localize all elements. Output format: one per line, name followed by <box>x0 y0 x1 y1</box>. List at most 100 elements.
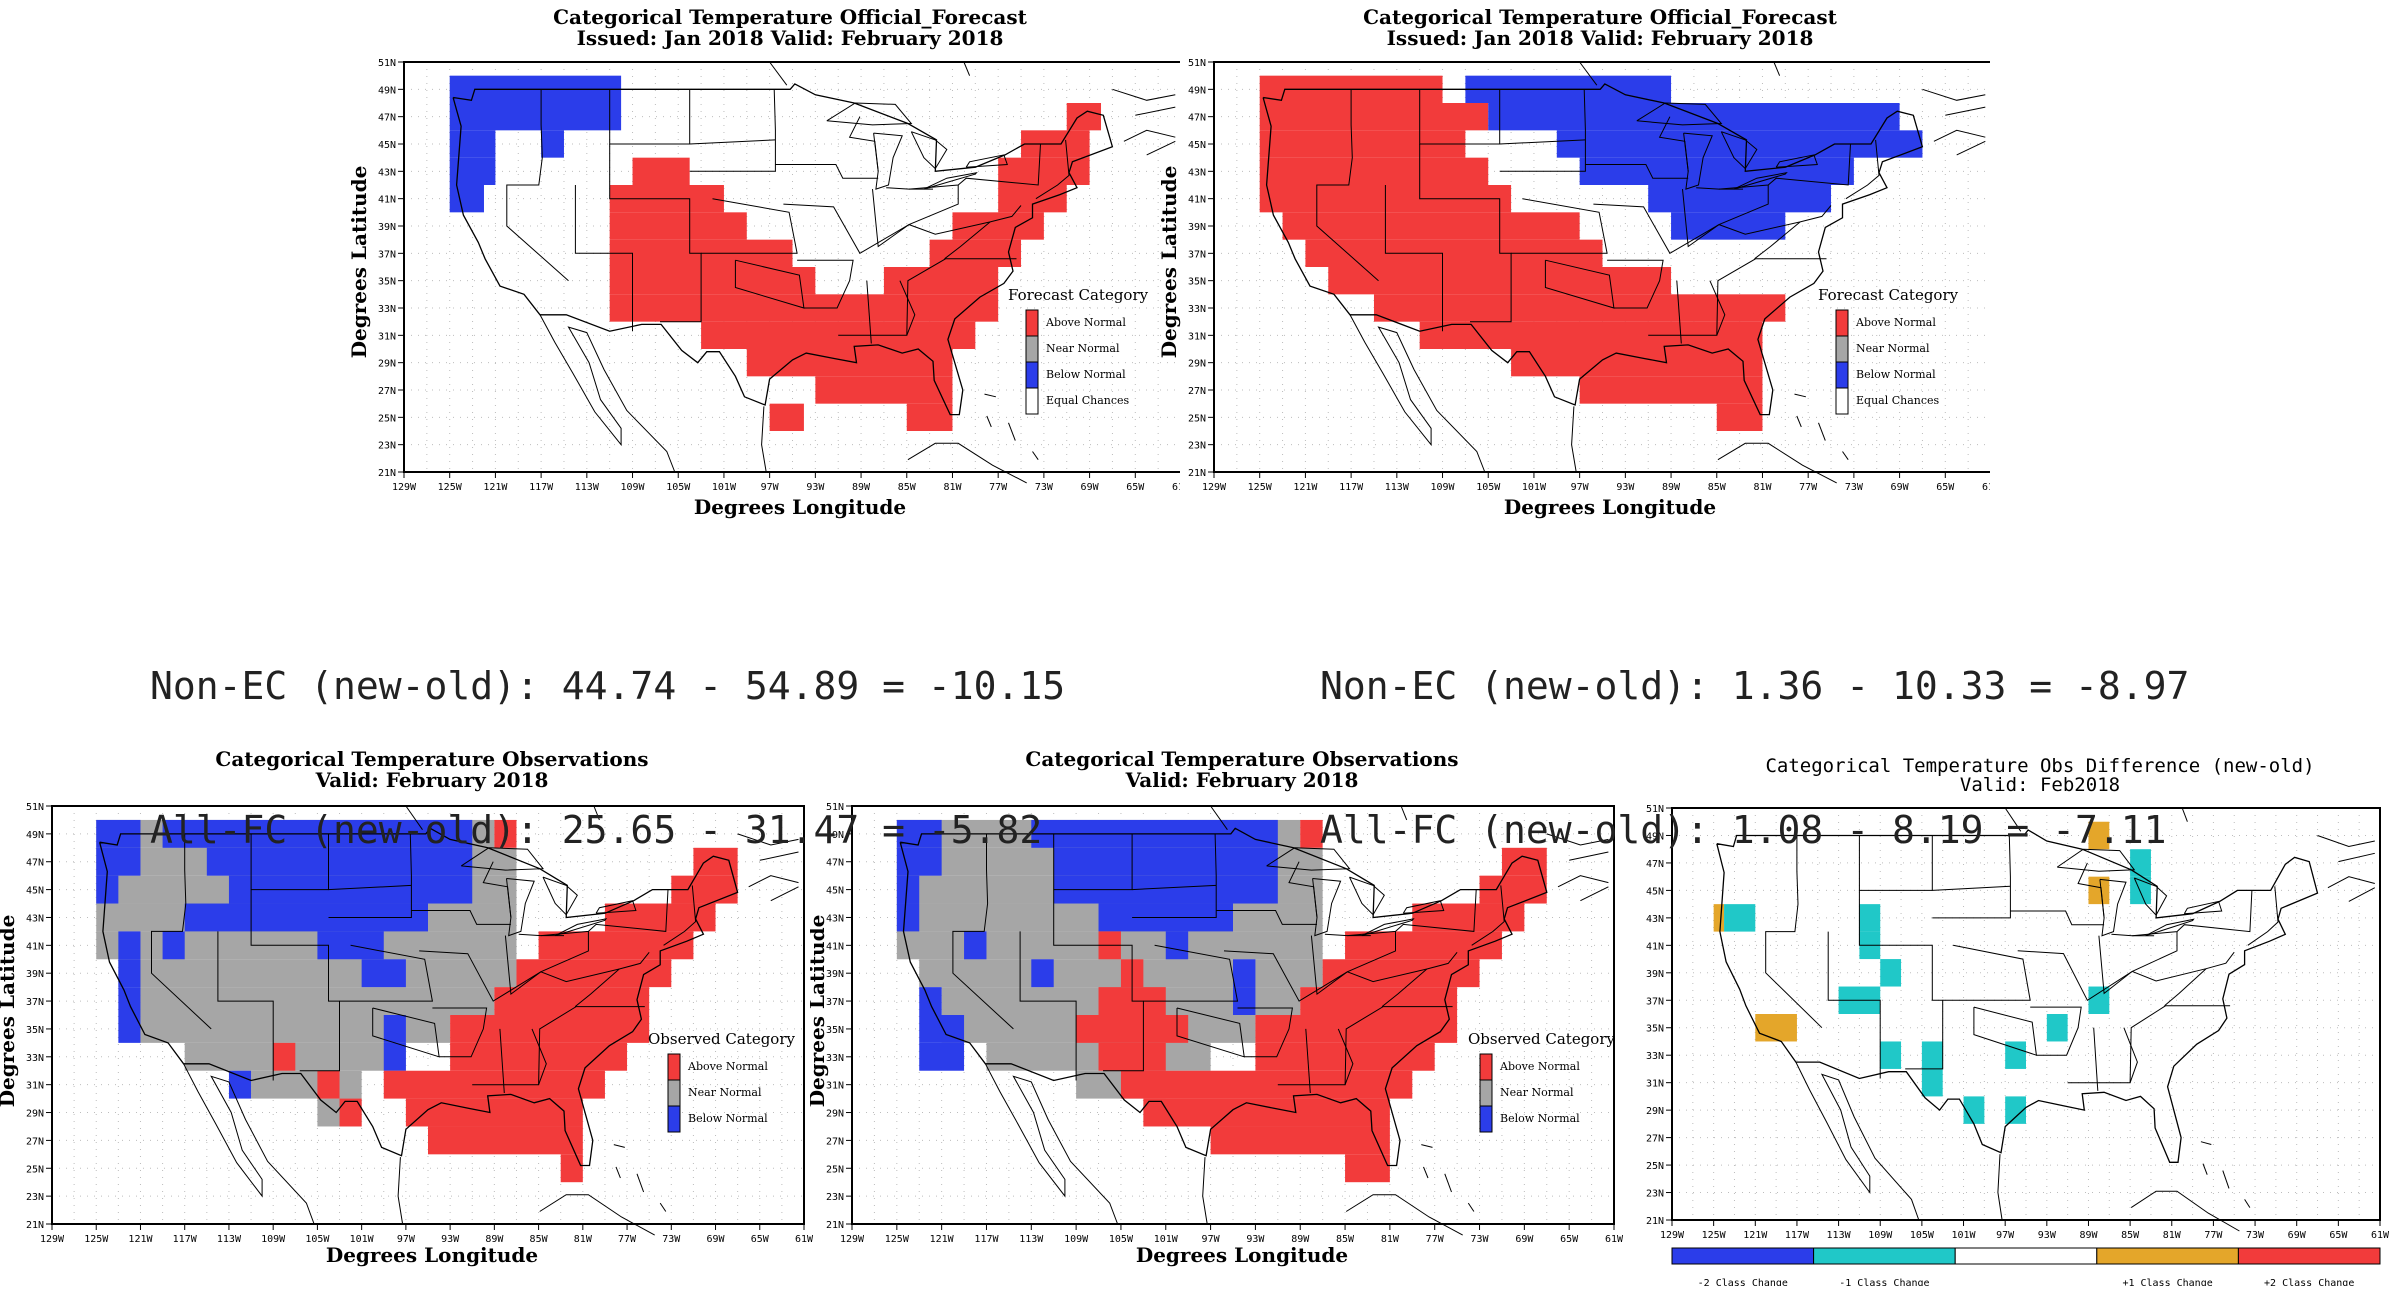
cell-above <box>929 239 1022 267</box>
x-tick-label: 69W <box>1891 482 1910 493</box>
basemap <box>1262 61 1986 484</box>
state-boundary <box>1176 1007 1245 1058</box>
great-lake <box>1733 171 1788 190</box>
legend-label: Below Normal <box>1046 368 1126 381</box>
cell-below <box>1671 212 1786 240</box>
state-boundary <box>1132 833 1217 918</box>
y-tick-label: 29N <box>1646 1106 1664 1117</box>
cell-below <box>1579 157 1854 185</box>
state-boundary <box>899 280 916 336</box>
cell-above <box>1210 1126 1390 1155</box>
island <box>2202 1163 2208 1175</box>
mexico-coast <box>1349 314 1486 473</box>
legend-swatch-equal <box>1025 387 1039 415</box>
state-boundary <box>1053 889 1144 1072</box>
cell-minus1 <box>1921 1068 1943 1097</box>
island <box>1008 422 1016 441</box>
basemap <box>1716 807 2376 1232</box>
x-tick-label: 121W <box>1743 1230 1768 1241</box>
x-tick-label: 89W <box>1662 482 1681 493</box>
state-boundary <box>2017 931 2178 1002</box>
state-boundary <box>1709 280 1726 336</box>
state-boundary <box>328 884 412 891</box>
coastline <box>2327 876 2375 889</box>
y-tick-label: 45N <box>1188 140 1206 151</box>
x-tick-label: 93W <box>441 1234 460 1245</box>
y-tick-label: 35N <box>378 277 396 288</box>
x-tick-label: 61W <box>2371 1230 2390 1241</box>
coastline <box>963 61 971 76</box>
state-boundary <box>2093 1027 2099 1091</box>
legend-label: Above Normal <box>1045 316 1126 329</box>
y-tick-label: 43N <box>26 913 44 924</box>
cell-above <box>494 819 517 848</box>
x-tick-label: 125W <box>885 1234 910 1245</box>
coastline <box>2338 852 2375 863</box>
x-tick-label: 77W <box>1799 482 1818 493</box>
y-tick-label: 25N <box>378 413 396 424</box>
graticule <box>1672 808 2380 1220</box>
cell-below <box>896 903 920 932</box>
state-boundary <box>1932 885 2011 891</box>
mexico-coast <box>1571 406 1577 473</box>
state-boundary <box>1347 889 1477 937</box>
state-boundary <box>432 1007 488 1058</box>
x-tick-label: 129W <box>40 1234 65 1245</box>
cell-above <box>609 267 816 295</box>
legend-swatch-above <box>1025 309 1039 337</box>
x-tick-label: 121W <box>930 1234 955 1245</box>
cell-above <box>1345 931 1502 960</box>
cell-above <box>815 376 953 404</box>
y-tick-label: 31N <box>26 1081 44 1092</box>
state-boundary <box>689 139 776 145</box>
x-tick-label: 61W <box>1172 482 1180 493</box>
y-tick-label: 29N <box>826 1109 844 1120</box>
axis-ticks: 129W 125W 121W 117W 113W 109W 105W 101W 97W 93W 89… <box>1188 58 1990 493</box>
island <box>1032 451 1039 460</box>
score-non-ec: Non-EC (new-old): 44.74 - 54.89 = -10.15 <box>150 664 1066 708</box>
island <box>984 393 997 398</box>
x-tick-label: 125W <box>438 482 463 493</box>
y-tick-label: 47N <box>26 858 44 869</box>
legend-label: Below Normal <box>1500 1112 1580 1125</box>
cell-above <box>1255 1015 1458 1043</box>
state-boundary <box>2098 935 2235 995</box>
y-tick-label: 49N <box>378 85 396 96</box>
y-axis-label: Degrees Latitude <box>347 166 371 359</box>
y-tick-label: 35N <box>826 1025 844 1036</box>
state-boundary <box>1648 258 1827 336</box>
cell-below <box>1488 103 1900 131</box>
state-boundary <box>783 185 959 254</box>
y-tick-label: 25N <box>826 1164 844 1175</box>
cell-below <box>118 1015 141 1043</box>
cell-below <box>228 1070 252 1099</box>
y-tick-label: 29N <box>378 359 396 370</box>
cell-below <box>896 875 920 904</box>
category-cells <box>96 819 738 1183</box>
x-tick-label: 77W <box>2204 1230 2223 1241</box>
cell-below <box>118 987 141 1015</box>
island <box>1818 422 1826 441</box>
state-boundary <box>2247 886 2279 946</box>
x-tick-label: 105W <box>1109 1234 1134 1245</box>
x-tick-label: 77W <box>1426 1234 1445 1245</box>
state-boundary <box>1845 139 1880 200</box>
y-tick-label: 35N <box>26 1025 44 1036</box>
state-boundary <box>663 885 697 946</box>
plot-frame <box>51 805 805 1225</box>
cuba-coast <box>907 442 1027 484</box>
state-boundary <box>1682 189 1832 248</box>
forecast-map-old-svg: Categorical Temperature Official_Forecas… <box>347 5 1180 519</box>
state-boundary <box>1132 884 1217 891</box>
x-tick-label: 93W <box>2038 1230 2057 1241</box>
state-boundary <box>952 833 1014 1030</box>
axis-ticks: 129W 125W 121W 117W 113W 109W 105W 101W 97W 93W 89… <box>378 58 1180 493</box>
coastline <box>1112 88 1176 101</box>
cell-minus1 <box>2130 876 2151 905</box>
x-tick-label: 105W <box>1910 1230 1935 1241</box>
y-tick-label: 33N <box>26 1053 44 1064</box>
cell-below <box>118 931 141 960</box>
x-tick-label: 121W <box>1293 482 1318 493</box>
cell-above <box>339 1098 362 1127</box>
coastline <box>769 61 788 86</box>
